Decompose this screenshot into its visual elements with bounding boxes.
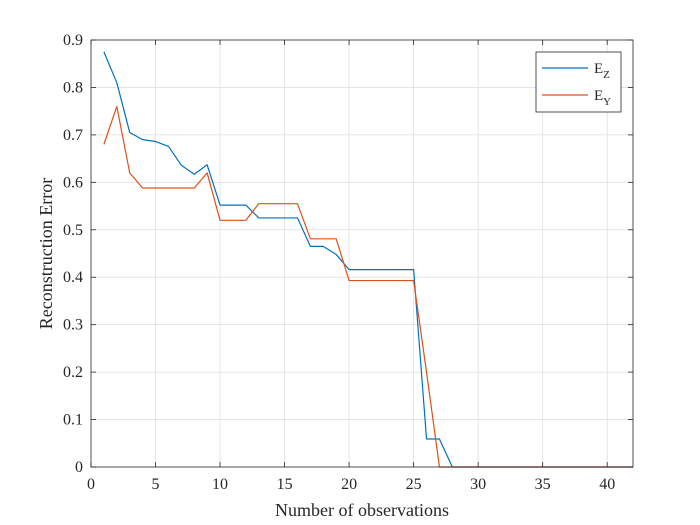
x-axis-label: Number of observations bbox=[275, 500, 449, 520]
y-tick-label: 0.2 bbox=[63, 364, 83, 381]
x-tick-label: 10 bbox=[212, 476, 228, 493]
x-tick-label: 15 bbox=[277, 476, 293, 493]
x-tick-label: 25 bbox=[406, 476, 422, 493]
y-tick-label: 0.3 bbox=[63, 317, 83, 334]
y-tick-label: 0.5 bbox=[63, 222, 83, 239]
plot-frame bbox=[90, 39, 634, 468]
y-tick-label: 0 bbox=[75, 459, 83, 476]
legend-label-z: EZ bbox=[594, 61, 610, 81]
x-tick-label: 0 bbox=[87, 476, 95, 493]
legend-label-y: EY bbox=[594, 88, 611, 108]
y-tick-label: 0.9 bbox=[63, 32, 83, 49]
x-tick-label: 20 bbox=[341, 476, 357, 493]
y-tick-label: 0.7 bbox=[63, 127, 83, 144]
x-tick-label: 30 bbox=[470, 476, 486, 493]
legend-box bbox=[535, 51, 622, 113]
x-tick-label: 5 bbox=[152, 476, 160, 493]
y-tick-label: 0.6 bbox=[63, 174, 83, 191]
axis-ticks: 0 5 10 15 20 25 30 35 40 0 0.1 0.2 0.3 0.4 0.5 0.6 0.7 0.… bbox=[63, 32, 633, 493]
x-tick-label: 35 bbox=[535, 476, 551, 493]
legend: EZ EY bbox=[535, 51, 622, 113]
y-tick-label: 0.4 bbox=[63, 269, 83, 286]
y-tick-label: 0.1 bbox=[63, 412, 83, 429]
y-axis-label: Reconstruction Error bbox=[36, 178, 56, 329]
y-tick-label: 0.8 bbox=[63, 79, 83, 96]
x-tick-label: 40 bbox=[599, 476, 615, 493]
